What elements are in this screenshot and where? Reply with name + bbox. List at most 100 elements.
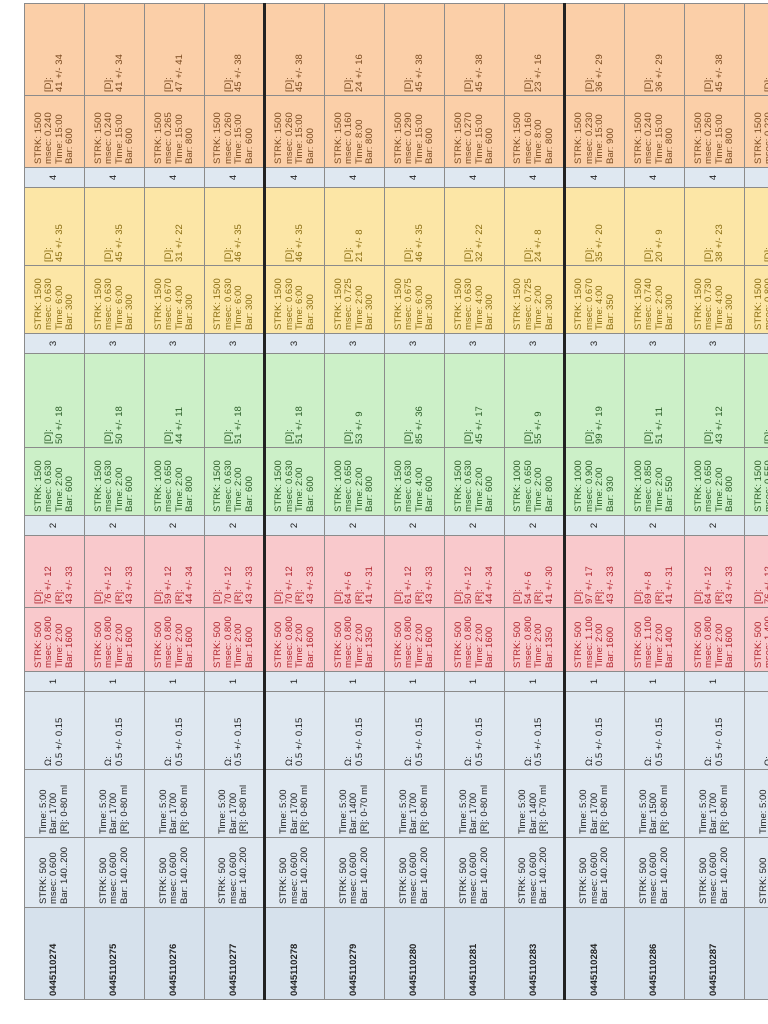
stage4-number-cell: 4 xyxy=(744,167,768,188)
stage0-info-cell-line: [R]: 0-80 ml xyxy=(658,784,670,834)
stage1-info-cell-line: Bar: 1600 xyxy=(484,626,495,668)
stage3-result-cell-line: [D]: xyxy=(763,247,768,262)
stage0-result-cell-line: 0.5 +/- 0.15 xyxy=(653,717,665,766)
stage1-number-cell: 1 xyxy=(204,671,265,692)
stage1-info-cell-line: Bar: 1600 xyxy=(243,626,255,668)
stage3-result-cell: [D]: 35 +/- 20 xyxy=(564,187,625,266)
stage3-result-cell: [D]: 38 +/- 23 xyxy=(684,187,745,266)
stage1-info-cell: STRK: 500 msec: 0.800 Time: 2:00 Bar: 1600 xyxy=(264,607,325,672)
stage1-number-cell: 1 xyxy=(144,671,205,692)
stage2-result-cell: [D]: 51 +/- 18 xyxy=(264,353,325,448)
table-row: 0445110281 STRK: 500 msec: 0.600 Bar: 140..… xyxy=(444,3,505,1000)
stage3-result-cell: [D]: 20 +/- 9 xyxy=(624,187,685,266)
stage3-result-cell: [D]: 46 +/- 35 xyxy=(204,187,265,266)
stage3-info-cell: STRK: 1500 msec: 0.670 Time: 4:00 Bar: 350 xyxy=(564,265,625,334)
stage4-info-cell-line: Bar: 800 xyxy=(364,128,375,164)
stage4-result-cell-line: 45 +/- 38 xyxy=(713,54,725,92)
stage2-result-cell-line: 55 +/- 9 xyxy=(533,411,544,444)
stage3-result-cell-line: 32 +/- 22 xyxy=(473,224,485,262)
stage0-result-cell-line: 0.5 +/- 0.15 xyxy=(113,717,125,766)
stage3-result-cell-line: [D]: xyxy=(403,247,414,262)
table-row: 0445110283 STRK: 500 msec: 0.600 Bar: 140..… xyxy=(504,3,565,1000)
stage3-info-cell: STRK: 1500 msec: 0.725 Time: 2:00 Bar: 300 xyxy=(504,265,565,334)
base-settings-cell-line: STRK: 500 xyxy=(757,857,768,904)
stage1-info-cell-line: msec: 0.800 xyxy=(163,616,174,668)
stage3-number-cell: 3 xyxy=(204,333,265,354)
stage3-number-cell: 3 xyxy=(144,333,205,354)
stage3-info-cell-line: STRK: 1500 xyxy=(573,278,584,330)
stage4-result-cell-line: [D]: xyxy=(103,77,114,92)
stage0-result-cell-line: Ω: xyxy=(343,756,354,766)
stage3-number-cell: 3 xyxy=(384,333,445,354)
stage1-result-cell-line: [R]: xyxy=(294,589,305,604)
stage3-result-cell-line: 35 +/- 20 xyxy=(594,224,605,262)
stage4-info-cell: STRK: 1500 msec: 0.240 Time: 15:00 Bar: 600 xyxy=(84,95,145,168)
stage1-info-cell: STRK: 500 msec: 0.800 Time: 2:00 Bar: 1350 xyxy=(324,607,385,672)
stage4-info-cell-line: Bar: 600 xyxy=(304,128,316,164)
stage4-result-cell-line: 41 +/- 34 xyxy=(113,54,125,92)
stage2-info-cell: STRK: 1500 msec: 0.630 Time: 4:00 Bar: 600 xyxy=(384,447,445,516)
stage0-result-cell-line: Ω: xyxy=(103,756,114,766)
stage2-info-cell-line: Time: 2:00 xyxy=(533,467,544,512)
stage2-info-cell: STRK: 1000 msec: 0.650 Time: 2:00 Bar: 800 xyxy=(684,447,745,516)
stage4-result-cell-line: 45 +/- 38 xyxy=(233,54,244,92)
stage2-info-cell-line: Bar: 600 xyxy=(64,476,75,512)
stage2-result-cell-line: [D]: xyxy=(703,429,714,444)
stage1-result-cell-line: 76 +/- 12 xyxy=(103,566,114,604)
stage1-info-cell-line: Bar: 1600 xyxy=(64,626,75,668)
stage4-info-cell-line: msec: 0.240 xyxy=(103,112,114,164)
stage1-info-cell: STRK: 500 msec: 0.800 Time: 2:00 Bar: 1600 xyxy=(24,607,85,672)
stage1-info-cell-line: Bar: 1600 xyxy=(124,626,135,668)
stage1-info-cell-line: STRK: 500 xyxy=(212,621,223,668)
stage0-info-cell-line: [R]: 0-70 ml xyxy=(538,784,550,834)
stage1-info-cell: STRK: 500 msec: 0.800 Time: 2:00 Bar: 1600 xyxy=(144,607,205,672)
stage3-result-cell: [D]: 45 +/- 35 xyxy=(84,187,145,266)
stage1-info-cell-line: STRK: 500 xyxy=(573,621,584,668)
stage4-result-cell: [D]: 45 +/- 38 xyxy=(444,3,505,96)
stage1-info-cell-line: Bar: 1600 xyxy=(184,626,195,668)
stage3-result-cell-line: 20 +/- 9 xyxy=(653,229,665,262)
stage0-result-cell-line: 0.5 +/- 0.15 xyxy=(473,717,485,766)
stage4-info-cell-line: msec: 0.240 xyxy=(43,112,54,164)
stage3-number-cell: 3 xyxy=(84,333,145,354)
stage1-result-cell: [D]: 50 +/- 12 [R]: 44 +/- 34 xyxy=(444,535,505,608)
stage3-info-cell: STRK: 1500 msec: 0.630 Time: 6:00 Bar: 300 xyxy=(24,265,85,334)
stage4-info-cell-line: Time: 15:00 xyxy=(294,114,305,164)
stage4-result-cell-line: [D]: xyxy=(43,77,54,92)
stage1-info-cell-line: msec: 0.800 xyxy=(43,616,54,668)
table-row: 0445110274 STRK: 500 msec: 0.600 Bar: 140..… xyxy=(24,3,85,1000)
stage2-result-cell: [D]: 43 +/- 12 xyxy=(684,353,745,448)
stage0-result-cell: Ω:0.5 +/- 0.15 xyxy=(504,691,565,770)
stage2-info-cell-line: msec: 0.650 xyxy=(163,460,174,512)
stage3-info-cell-line: Bar: 300 xyxy=(184,294,195,330)
part-number-cell: 0445110275 xyxy=(84,907,145,1000)
stage2-result-cell-line: 44 +/- 11 xyxy=(173,406,185,444)
stage0-info-cell-line: [R]: 0-80 ml xyxy=(478,784,490,834)
base-settings-cell-line: Bar: 140..200 xyxy=(118,846,130,904)
stage2-info-cell-line: Time: 2:00 xyxy=(594,467,605,512)
stage2-info-cell-line: msec: 0.630 xyxy=(103,460,114,512)
stage1-number-cell: 1 xyxy=(24,671,85,692)
stage4-result-cell: [D]: 45 +/- 38 xyxy=(384,3,445,96)
stage4-number-cell: 4 xyxy=(384,167,445,188)
stage3-result-cell-line: 45 +/- 35 xyxy=(53,224,65,262)
stage4-info-cell-line: Bar: 600 xyxy=(64,128,75,164)
stage2-result-cell: [D]: 51 +/- 11 xyxy=(624,353,685,448)
stage0-result-cell-line: 0.5 +/- 0.15 xyxy=(413,717,425,766)
stage1-info-cell-line: STRK: 500 xyxy=(273,621,284,668)
stage1-result-cell-line: 61 +/- 12 xyxy=(403,566,414,604)
stage1-info-cell-line: msec: 0.800 xyxy=(403,616,414,668)
stage2-number-cell: 2 xyxy=(264,515,325,536)
stage4-result-cell-line: 45 +/- 38 xyxy=(294,54,305,92)
stage4-result-cell: [D]: 36 +/- 29 xyxy=(624,3,685,96)
stage1-result-cell-line: 76 +/- 12 xyxy=(763,566,768,604)
stage4-number-cell: 4 xyxy=(264,167,325,188)
base-settings-cell-line: Bar: 140..200 xyxy=(718,846,730,904)
stage4-result-cell-line: [D]: xyxy=(463,77,474,92)
stage4-info-cell-line: Bar: 800 xyxy=(184,128,195,164)
stage4-number-cell: 4 xyxy=(204,167,265,188)
stage2-info-cell-line: Bar: 600 xyxy=(424,476,435,512)
